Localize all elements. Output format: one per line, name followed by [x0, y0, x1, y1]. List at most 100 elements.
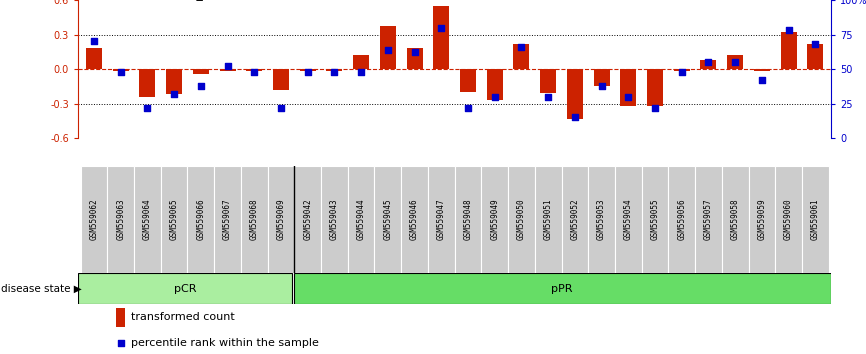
- Point: [595, 83, 609, 88]
- Bar: [722, 166, 748, 273]
- Text: GSM559061: GSM559061: [811, 199, 820, 240]
- Bar: [116, 308, 126, 327]
- Point: [354, 69, 368, 75]
- Point: [782, 28, 796, 33]
- Bar: [669, 166, 695, 273]
- Text: GSM559051: GSM559051: [544, 199, 553, 240]
- Point: [728, 59, 742, 65]
- Bar: [187, 166, 214, 273]
- Text: GSM559058: GSM559058: [731, 199, 740, 240]
- Text: GSM559060: GSM559060: [784, 199, 793, 240]
- Bar: [593, 69, 610, 86]
- Bar: [294, 273, 831, 304]
- Text: pCR: pCR: [173, 284, 196, 293]
- Bar: [701, 60, 716, 69]
- Bar: [134, 166, 161, 273]
- Bar: [166, 69, 182, 94]
- Bar: [615, 166, 642, 273]
- Bar: [321, 166, 348, 273]
- Bar: [268, 166, 294, 273]
- Bar: [433, 6, 449, 69]
- Bar: [647, 69, 663, 106]
- Point: [488, 94, 501, 99]
- Bar: [81, 166, 107, 273]
- Bar: [161, 166, 187, 273]
- Bar: [561, 166, 588, 273]
- Text: GSM559045: GSM559045: [384, 199, 392, 240]
- Bar: [754, 69, 770, 71]
- Text: disease state ▶: disease state ▶: [1, 284, 81, 293]
- Bar: [86, 48, 102, 69]
- Text: GSM559044: GSM559044: [357, 199, 365, 240]
- Bar: [487, 69, 503, 100]
- Point: [808, 41, 822, 47]
- Point: [327, 69, 341, 75]
- Bar: [807, 44, 824, 69]
- Bar: [780, 32, 797, 69]
- Bar: [775, 166, 802, 273]
- Bar: [508, 166, 535, 273]
- Bar: [246, 69, 262, 71]
- Bar: [540, 69, 556, 93]
- Bar: [460, 69, 476, 92]
- Text: GSM559056: GSM559056: [677, 199, 686, 240]
- Text: GSM559066: GSM559066: [197, 199, 205, 240]
- Text: GSM559048: GSM559048: [463, 199, 473, 240]
- Point: [274, 105, 288, 110]
- Bar: [535, 166, 561, 273]
- Point: [648, 105, 662, 110]
- Point: [221, 63, 235, 69]
- Text: GSM559043: GSM559043: [330, 199, 339, 240]
- Text: GSM559042: GSM559042: [303, 199, 313, 240]
- Bar: [241, 166, 268, 273]
- Point: [113, 340, 127, 346]
- Bar: [748, 166, 775, 273]
- Point: [140, 105, 154, 110]
- Bar: [727, 55, 743, 69]
- Bar: [353, 55, 369, 69]
- Text: GSM559065: GSM559065: [170, 199, 178, 240]
- Bar: [802, 166, 829, 273]
- Bar: [567, 69, 583, 119]
- Bar: [193, 69, 209, 74]
- Text: GSM559050: GSM559050: [517, 199, 526, 240]
- Text: GSM559052: GSM559052: [571, 199, 579, 240]
- Text: percentile rank within the sample: percentile rank within the sample: [131, 338, 319, 348]
- Text: GSM559063: GSM559063: [116, 199, 126, 240]
- Text: GSM559067: GSM559067: [223, 199, 232, 240]
- Point: [194, 83, 208, 88]
- Bar: [214, 166, 241, 273]
- Point: [167, 91, 181, 97]
- Point: [755, 77, 769, 83]
- Bar: [428, 166, 455, 273]
- Bar: [348, 166, 374, 273]
- Point: [701, 59, 715, 65]
- Text: pPR: pPR: [551, 284, 572, 293]
- Bar: [380, 27, 396, 69]
- Text: GSM559064: GSM559064: [143, 199, 152, 240]
- Text: GSM559069: GSM559069: [276, 199, 286, 240]
- Text: GSM559055: GSM559055: [650, 199, 660, 240]
- Text: GSM559057: GSM559057: [704, 199, 713, 240]
- Point: [461, 105, 475, 110]
- Text: GSM559047: GSM559047: [436, 199, 446, 240]
- Text: GSM559053: GSM559053: [597, 199, 606, 240]
- Point: [622, 94, 636, 99]
- Bar: [401, 166, 428, 273]
- Bar: [406, 48, 423, 69]
- Bar: [294, 166, 321, 273]
- Bar: [300, 69, 316, 71]
- Point: [301, 69, 314, 75]
- Point: [435, 25, 449, 30]
- Bar: [588, 166, 615, 273]
- Text: GSM559054: GSM559054: [624, 199, 633, 240]
- Bar: [455, 166, 481, 273]
- Point: [381, 47, 395, 52]
- Point: [568, 114, 582, 120]
- Point: [675, 69, 688, 75]
- Bar: [139, 69, 155, 97]
- Bar: [326, 69, 342, 71]
- Text: GSM559068: GSM559068: [249, 199, 259, 240]
- Bar: [514, 44, 529, 69]
- Point: [541, 94, 555, 99]
